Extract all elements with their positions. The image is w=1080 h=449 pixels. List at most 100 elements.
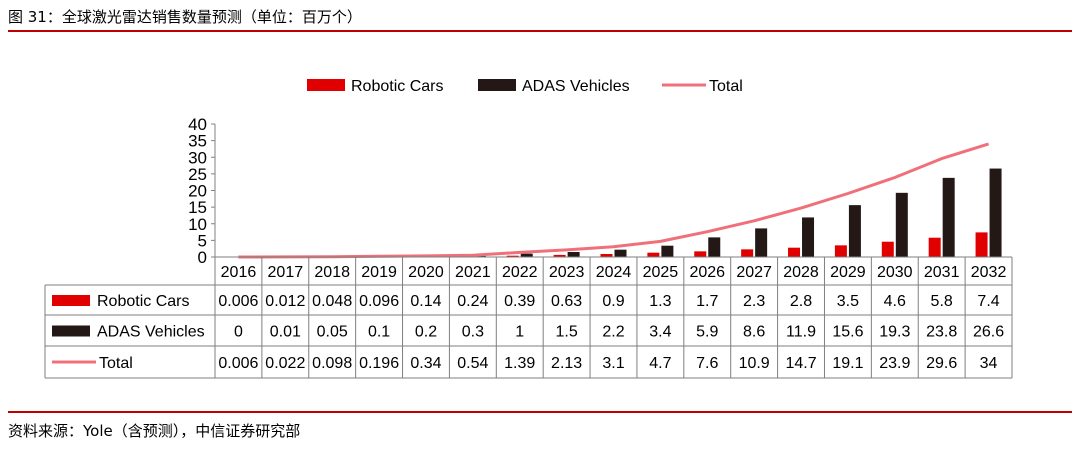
x-tick-label-2028: 2028 [783,264,819,281]
data-label-total-2032: 34 [980,355,998,372]
data-label-robotic-cars-2017: 0.012 [265,293,305,310]
title-divider [8,30,1072,32]
data-label-adas-vehicles-2019: 0.1 [368,324,390,341]
bar-adas-vehicles-2022 [520,253,533,257]
x-tick-label-2023: 2023 [549,264,585,281]
table-key-adas-vehicles [52,325,90,337]
table-key-robotic-cars [52,295,90,306]
x-tick-label-2026: 2026 [689,264,725,281]
data-label-adas-vehicles-2020: 0.2 [415,324,437,341]
data-label-adas-vehicles-2031: 23.8 [926,324,957,341]
legend-label-adas-vehicles: ADAS Vehicles [522,78,630,95]
x-tick-label-2020: 2020 [408,264,444,281]
data-label-adas-vehicles-2030: 19.3 [879,324,910,341]
data-label-total-2027: 10.9 [739,355,770,372]
data-label-adas-vehicles-2032: 26.6 [973,324,1004,341]
data-label-adas-vehicles-2028: 11.9 [786,324,816,341]
x-tick-label-2032: 2032 [971,264,1007,281]
x-tick-label-2022: 2022 [502,264,538,281]
data-label-adas-vehicles-2025: 3.4 [649,324,671,341]
data-label-robotic-cars-2030: 4.6 [884,293,906,310]
x-tick-label-2029: 2029 [830,264,866,281]
data-label-adas-vehicles-2017: 0.01 [270,324,301,341]
data-label-adas-vehicles-2024: 2.2 [602,324,624,341]
data-label-total-2022: 1.39 [504,355,535,372]
y-tick-label: 15 [188,198,207,217]
data-label-total-2020: 0.34 [410,355,441,372]
legend-label-total: Total [709,78,743,95]
data-label-total-2025: 4.7 [649,355,671,372]
data-label-robotic-cars-2024: 0.9 [602,293,624,310]
x-tick-label-2025: 2025 [643,264,679,281]
table-row-label-adas-vehicles: ADAS Vehicles [97,324,205,341]
bar-robotic-cars-2024 [600,254,613,257]
data-label-total-2031: 29.6 [926,355,957,372]
bar-robotic-cars-2025 [647,252,660,257]
data-label-total-2030: 23.9 [879,355,910,372]
line-total [238,142,990,259]
y-tick-label: 5 [198,231,207,250]
bar-adas-vehicles-2032 [989,168,1002,257]
legend-swatch-adas-vehicles [478,79,516,91]
data-label-adas-vehicles-2027: 8.6 [743,324,765,341]
x-tick-label-2019: 2019 [361,264,397,281]
data-label-total-2024: 3.1 [602,355,624,372]
bar-adas-vehicles-2025 [661,245,674,257]
data-label-robotic-cars-2022: 0.39 [504,293,535,310]
data-label-robotic-cars-2031: 5.8 [931,293,953,310]
bar-adas-vehicles-2029 [848,205,861,257]
y-tick-label: 40 [188,115,207,134]
data-label-total-2023: 2.13 [551,355,582,372]
data-label-total-2019: 0.196 [359,355,399,372]
data-label-total-2016: 0.006 [218,355,258,372]
data-label-total-2026: 7.6 [696,355,718,372]
source-note: 资料来源：Yole（含预测），中信证券研究部 [8,422,301,440]
x-tick-label-2024: 2024 [596,264,632,281]
bar-robotic-cars-2028 [788,247,801,257]
data-label-adas-vehicles-2023: 1.5 [555,324,577,341]
bar-robotic-cars-2022 [506,255,519,257]
y-tick-label: 30 [188,148,207,167]
bar-adas-vehicles-2028 [802,217,815,257]
bar-robotic-cars-2026 [694,251,707,257]
data-label-total-2021: 0.54 [457,355,488,372]
bar-robotic-cars-2029 [834,245,847,257]
y-tick-label: 10 [188,215,207,234]
data-label-robotic-cars-2029: 3.5 [837,293,859,310]
bar-robotic-cars-2032 [975,232,988,257]
data-label-adas-vehicles-2022: 1 [515,324,524,341]
x-tick-label-2018: 2018 [314,264,350,281]
bar-robotic-cars-2027 [741,249,754,257]
table-row-label-total: Total [99,355,133,372]
data-label-total-2018: 0.098 [312,355,352,372]
footer-divider [8,411,1072,413]
data-label-total-2028: 14.7 [785,355,816,372]
data-label-robotic-cars-2016: 0.006 [218,293,258,310]
data-label-adas-vehicles-2026: 5.9 [696,324,718,341]
data-label-adas-vehicles-2021: 0.3 [462,324,484,341]
bar-adas-vehicles-2026 [708,237,721,257]
bar-adas-vehicles-2031 [942,177,955,257]
data-label-robotic-cars-2027: 2.3 [743,293,765,310]
data-label-robotic-cars-2018: 0.048 [312,293,352,310]
bar-adas-vehicles-2027 [755,228,768,257]
x-tick-label-2017: 2017 [268,264,304,281]
legend-swatch-robotic-cars [307,79,345,91]
data-label-robotic-cars-2025: 1.3 [649,293,671,310]
y-tick-label: 20 [188,182,207,201]
data-label-adas-vehicles-2029: 15.6 [832,324,863,341]
y-tick-label: 35 [188,132,207,151]
data-label-adas-vehicles-2016: 0 [234,324,243,341]
bar-adas-vehicles-2030 [895,192,908,257]
bar-robotic-cars-2031 [928,237,941,257]
y-tick-label: 0 [198,248,207,267]
data-label-robotic-cars-2032: 7.4 [977,293,999,310]
data-label-robotic-cars-2020: 0.14 [410,293,441,310]
data-label-robotic-cars-2023: 0.63 [551,293,582,310]
bar-adas-vehicles-2024 [614,249,627,257]
x-tick-label-2016: 2016 [221,264,257,281]
chart-title: 图 31：全球激光雷达销售数量预测（单位：百万个） [8,8,362,26]
data-label-robotic-cars-2019: 0.096 [359,293,399,310]
legend-label-robotic-cars: Robotic Cars [351,78,443,95]
